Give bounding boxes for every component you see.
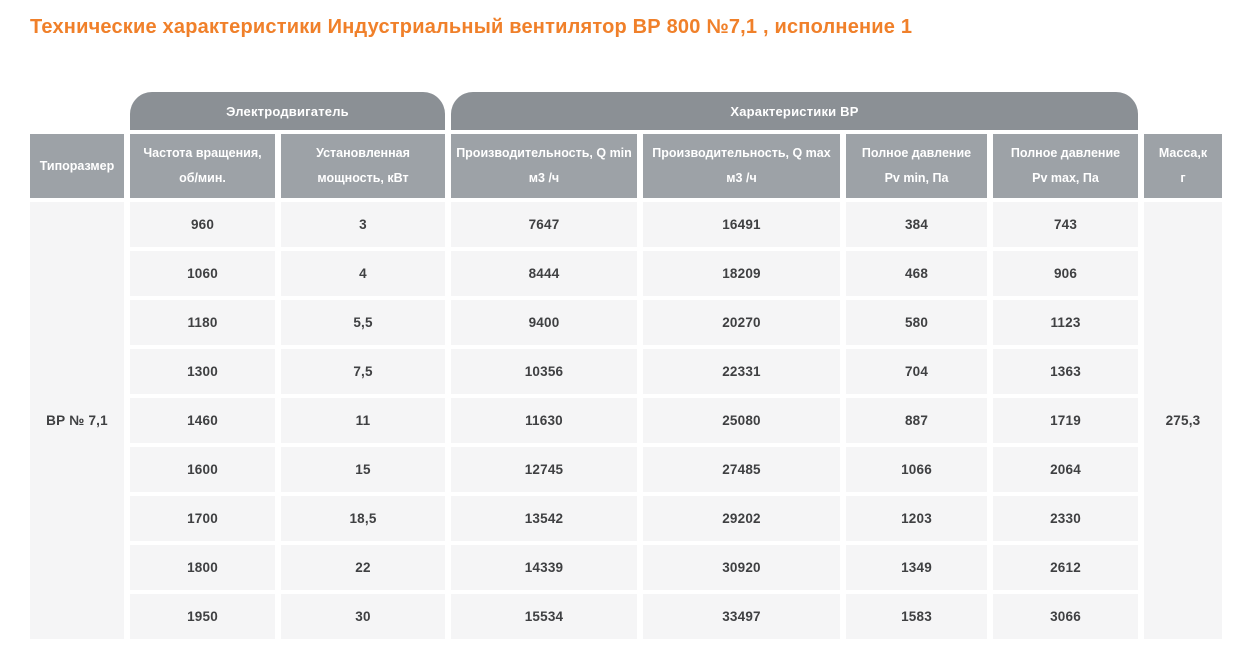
- group-header-motor: Электродвигатель: [130, 92, 445, 130]
- table-cell: 960: [130, 202, 275, 247]
- table-cell: 11630: [451, 398, 637, 443]
- table-cell: 11: [281, 398, 445, 443]
- table-cell: 18,5: [281, 496, 445, 541]
- table-cell: 16491: [643, 202, 840, 247]
- table-cell: 1460: [130, 398, 275, 443]
- column-header-installed-power: Установленная мощность, кВт: [281, 134, 445, 198]
- table-cell: 1719: [993, 398, 1138, 443]
- table-cell: 580: [846, 300, 987, 345]
- table-cell: 15534: [451, 594, 637, 639]
- table-cell: 20270: [643, 300, 840, 345]
- table-cell: 1363: [993, 349, 1138, 394]
- table-cell: 3: [281, 202, 445, 247]
- table-cell: 1950: [130, 594, 275, 639]
- table-cell: 887: [846, 398, 987, 443]
- column-header-rotation-speed: Частота вращения, об/мин.: [130, 134, 275, 198]
- table-cell: 1203: [846, 496, 987, 541]
- table-cell: 1123: [993, 300, 1138, 345]
- table-cell: 22331: [643, 349, 840, 394]
- column-header-capacity-qmax: Производительность, Q max м3 /ч: [643, 134, 840, 198]
- table-cell: 18209: [643, 251, 840, 296]
- typesize-cell: ВР № 7,1: [30, 202, 124, 639]
- table-cell: 1066: [846, 447, 987, 492]
- column-header-pressure-pvmax: Полное давление Pv max, Па: [993, 134, 1138, 198]
- table-cell: 704: [846, 349, 987, 394]
- table-cell: 1583: [846, 594, 987, 639]
- table-cell: 15: [281, 447, 445, 492]
- table-cell: 3066: [993, 594, 1138, 639]
- table-cell: 1300: [130, 349, 275, 394]
- column-header-typesize: Типоразмер: [30, 134, 124, 198]
- table-cell: 7,5: [281, 349, 445, 394]
- table-cell: 468: [846, 251, 987, 296]
- table-cell: 2064: [993, 447, 1138, 492]
- table-cell: 13542: [451, 496, 637, 541]
- table-cell: 2330: [993, 496, 1138, 541]
- table-cell: 384: [846, 202, 987, 247]
- table-cell: 33497: [643, 594, 840, 639]
- table-cell: 25080: [643, 398, 840, 443]
- table-cell: 10356: [451, 349, 637, 394]
- column-header-capacity-qmin: Производительность, Q min м3 /ч: [451, 134, 637, 198]
- table-cell: 14339: [451, 545, 637, 590]
- table-cell: 5,5: [281, 300, 445, 345]
- group-header-fan-characteristics: Характеристики ВР: [451, 92, 1138, 130]
- table-cell: 1600: [130, 447, 275, 492]
- table-cell: 12745: [451, 447, 637, 492]
- specs-table: Электродвигатель Характеристики ВР Типор…: [30, 92, 1222, 639]
- table-cell: 1800: [130, 545, 275, 590]
- table-cell: 29202: [643, 496, 840, 541]
- column-header-pressure-pvmin: Полное давление Pv min, Па: [846, 134, 987, 198]
- table-cell: 30920: [643, 545, 840, 590]
- table-cell: 27485: [643, 447, 840, 492]
- mass-cell: 275,3: [1144, 202, 1222, 639]
- column-header-mass: Масса,к г: [1144, 134, 1222, 198]
- table-cell: 1349: [846, 545, 987, 590]
- table-cell: 743: [993, 202, 1138, 247]
- table-cell: 7647: [451, 202, 637, 247]
- table-cell: 9400: [451, 300, 637, 345]
- table-cell: 906: [993, 251, 1138, 296]
- table-cell: 2612: [993, 545, 1138, 590]
- table-cell: 8444: [451, 251, 637, 296]
- table-cell: 4: [281, 251, 445, 296]
- table-cell: 22: [281, 545, 445, 590]
- page-title: Технические характеристики Индустриальны…: [30, 16, 913, 38]
- table-cell: 1700: [130, 496, 275, 541]
- table-cell: 1060: [130, 251, 275, 296]
- table-cell: 30: [281, 594, 445, 639]
- table-cell: 1180: [130, 300, 275, 345]
